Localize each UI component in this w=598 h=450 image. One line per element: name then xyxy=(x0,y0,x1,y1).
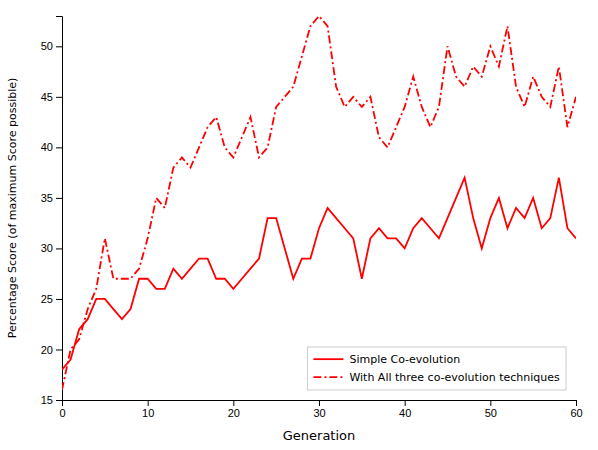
plot-area: 0 10 20 30 40 50 60 15 20 25 30 35 40 45 50 Simple Co-e… xyxy=(41,16,583,419)
legend-label: Simple Co-evolution xyxy=(349,353,460,366)
tick-mark xyxy=(233,400,234,406)
tick-label: 0 xyxy=(59,407,65,419)
tick: 40 xyxy=(399,400,411,419)
legend-label: With All three co-evolution techniques xyxy=(349,371,560,384)
tick-label: 25 xyxy=(41,293,53,305)
tick: 45 xyxy=(41,91,62,103)
tick: 20 xyxy=(228,400,240,419)
tick: 50 xyxy=(41,40,62,52)
tick: 0 xyxy=(59,400,65,419)
tick-mark xyxy=(490,400,491,406)
axis-line xyxy=(63,401,577,407)
tick-label: 35 xyxy=(41,192,53,204)
tick-label: 30 xyxy=(41,242,53,254)
legend-swatch xyxy=(313,376,343,378)
tick-mark xyxy=(319,400,320,406)
tick-label: 20 xyxy=(228,407,240,419)
x-axis-title: Generation xyxy=(283,428,356,443)
y-axis-title: Percentage Score (of maximum Score possi… xyxy=(6,78,19,339)
tick-mark xyxy=(56,349,62,350)
tick-mark xyxy=(576,400,577,406)
chart: 0 10 20 30 40 50 60 15 20 25 30 35 40 45 50 Simple Co-e… xyxy=(0,0,598,450)
tick-mark xyxy=(148,400,149,406)
tick-label: 60 xyxy=(570,407,582,419)
tick: 60 xyxy=(570,400,582,419)
tick-label: 50 xyxy=(485,407,497,419)
tick-mark xyxy=(56,147,62,148)
legend-item: With All three co-evolution techniques xyxy=(313,371,560,384)
tick-mark xyxy=(56,248,62,249)
lines xyxy=(62,16,576,390)
series-line xyxy=(62,178,576,370)
axis-line xyxy=(56,17,63,401)
tick-label: 30 xyxy=(313,407,325,419)
legend: Simple Co-evolution With All three co-evo… xyxy=(307,347,566,390)
tick: 35 xyxy=(41,192,62,204)
x-axis: 0 10 20 30 40 50 60 xyxy=(59,400,582,419)
tick-mark xyxy=(56,46,62,47)
tick-label: 10 xyxy=(142,407,154,419)
y-axis: 15 20 25 30 35 40 45 50 xyxy=(41,17,63,407)
tick-mark xyxy=(56,97,62,98)
tick-mark xyxy=(56,299,62,300)
tick-mark xyxy=(405,400,406,406)
tick: 50 xyxy=(485,400,497,419)
tick-label: 40 xyxy=(41,141,53,153)
tick-label: 15 xyxy=(41,394,53,406)
tick: 40 xyxy=(41,141,62,153)
tick: 30 xyxy=(41,242,62,254)
tick: 30 xyxy=(313,400,325,419)
legend-item: Simple Co-evolution xyxy=(313,353,460,366)
series-line xyxy=(62,16,576,390)
tick-label: 20 xyxy=(41,343,53,355)
tick-mark xyxy=(56,400,62,401)
tick: 10 xyxy=(142,400,154,419)
tick: 20 xyxy=(41,343,62,355)
legend-box xyxy=(307,347,566,390)
tick-label: 50 xyxy=(41,40,53,52)
legend-swatch xyxy=(313,358,343,360)
tick-mark xyxy=(56,198,62,199)
tick-label: 40 xyxy=(399,407,411,419)
tick: 25 xyxy=(41,293,62,305)
tick: 15 xyxy=(41,394,62,406)
tick-label: 45 xyxy=(41,91,53,103)
